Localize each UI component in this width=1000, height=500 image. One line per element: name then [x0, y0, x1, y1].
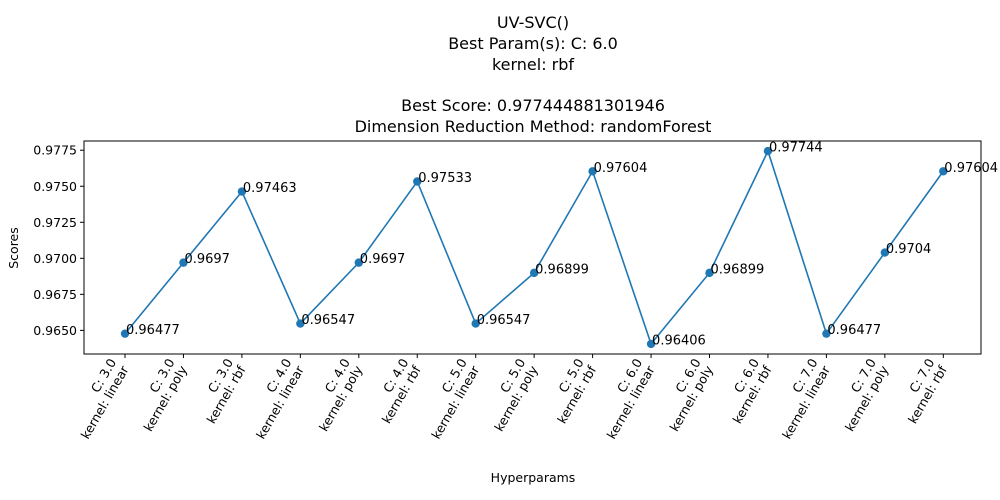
y-tick-label: 0.9675: [33, 287, 77, 302]
data-label: 0.96406: [652, 333, 706, 348]
y-tick-label: 0.9775: [33, 143, 77, 158]
x-tick-label: C: 6.0kernel: poly: [654, 355, 716, 434]
title-line: Dimension Reduction Method: randomForest: [355, 117, 712, 136]
data-point: [822, 329, 831, 338]
data-label: 0.9697: [184, 252, 230, 267]
data-point: [939, 167, 948, 176]
chart-title: UV-SVC() Best Param(s): C: 6.0 kernel: rbf…: [355, 13, 712, 136]
data-point: [471, 319, 480, 328]
data-label: 0.97533: [418, 171, 472, 186]
data-point: [588, 167, 597, 176]
y-tick-label: 0.9700: [33, 251, 77, 266]
y-tick-label: 0.9725: [33, 215, 77, 230]
x-tick-label: C: 4.0kernel: linear: [240, 355, 307, 441]
x-tick-label: C: 7.0kernel: rbf: [892, 355, 950, 426]
title-line: UV-SVC(): [497, 13, 569, 32]
data-label: 0.96899: [711, 262, 765, 277]
data-point: [354, 258, 363, 267]
data-point: [763, 146, 773, 156]
x-tick-label: C: 3.0kernel: linear: [65, 355, 132, 441]
plot-area: 0.9650 0.9675 0.9700 0.9725 0.9750 0.9775 C: 3…: [33, 140, 998, 442]
data-label: 0.9704: [886, 242, 932, 257]
x-tick-label: C: 4.0kernel: rbf: [366, 355, 424, 426]
data-point: [705, 268, 714, 278]
x-tick-label: C: 5.0kernel: linear: [416, 355, 483, 441]
x-tick-label: C: 6.0kernel: linear: [591, 355, 658, 441]
data-label: 0.96477: [827, 323, 881, 338]
data-label: 0.97604: [944, 161, 998, 176]
data-point: [413, 177, 422, 186]
x-tick-label: C: 5.0kernel: rbf: [542, 355, 600, 426]
y-tick-label: 0.9650: [33, 323, 77, 338]
data-label: 0.96547: [477, 313, 531, 328]
data-point: [237, 187, 247, 196]
title-line: Best Param(s): C: 6.0: [448, 34, 618, 53]
data-point: [296, 319, 305, 328]
axes-frame: [83, 140, 982, 355]
data-label: 0.96899: [535, 262, 589, 277]
data-label: 0.97744: [769, 141, 823, 156]
data-label: 0.97463: [243, 181, 297, 196]
data-point: [880, 248, 890, 257]
data-point: [529, 268, 539, 278]
title-line: Best Score: 0.977444881301946: [401, 96, 665, 115]
data-label: 0.96547: [301, 313, 355, 328]
x-tick-label: C: 3.0kernel: poly: [128, 355, 190, 434]
data-point: [179, 258, 188, 267]
data-label: 0.97604: [594, 161, 648, 176]
data-point: [120, 329, 130, 338]
x-tick-label: C: 5.0kernel: poly: [479, 355, 541, 434]
data-label: 0.9697: [360, 252, 406, 267]
data-point: [646, 339, 656, 349]
y-tick-label: 0.9750: [33, 179, 77, 194]
x-tick-label: C: 7.0kernel: poly: [829, 355, 891, 434]
x-tick-label: C: 7.0kernel: linear: [767, 355, 834, 441]
y-axis-label: Scores: [6, 227, 21, 269]
series-line: [124, 148, 944, 346]
x-tick-label: C: 3.0kernel: rbf: [191, 355, 249, 426]
x-axis-label: Hyperparams: [491, 470, 576, 485]
data-label: 0.96477: [126, 323, 180, 338]
title-line: kernel: rbf: [492, 55, 574, 74]
x-tick-label: C: 4.0kernel: poly: [303, 355, 365, 434]
x-tick-label: C: 6.0kernel: rbf: [717, 355, 775, 426]
